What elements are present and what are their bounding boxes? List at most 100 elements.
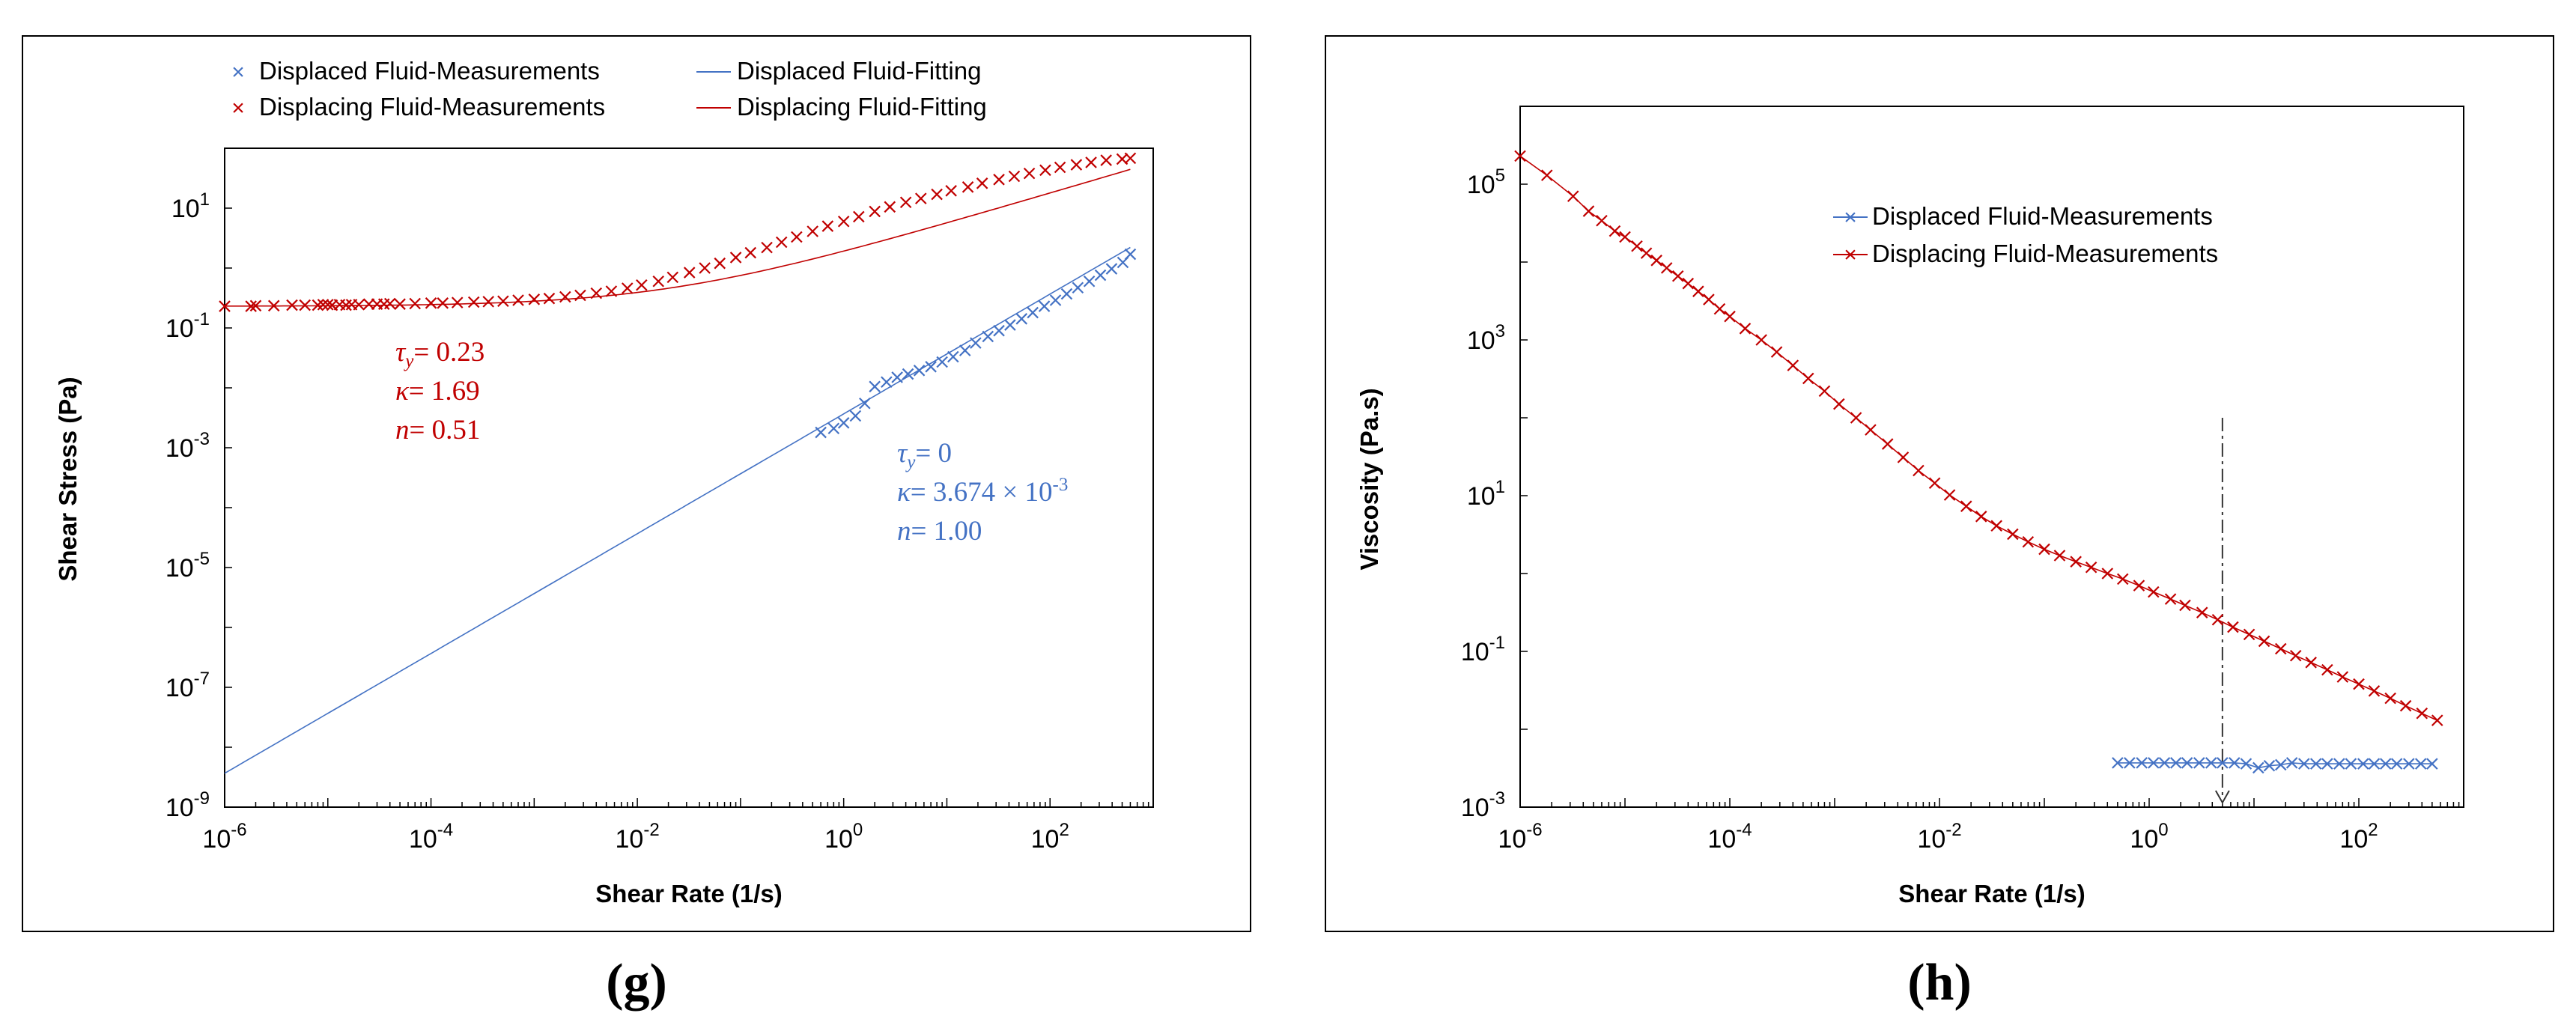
data-point [849,410,862,422]
markers-g [219,152,1137,439]
x-minor-ticks-g [224,147,1149,808]
data-point [362,298,375,310]
data-point [2321,663,2333,676]
data-point [2285,757,2298,769]
data-point [2164,593,2177,605]
data-point [2431,714,2443,726]
data-point [322,299,334,311]
data-point [1027,306,1039,319]
data-point [2116,573,2129,586]
data-point [2368,758,2381,770]
data-point [1070,159,1083,171]
data-point [1124,152,1137,165]
data-point [1124,248,1137,261]
data-point [528,294,541,305]
legend-label-displacing-meas-g: Displacing Fluid-Measurements [259,93,605,121]
data-point [2390,758,2403,770]
data-point [621,282,634,294]
data-point [1008,170,1021,183]
x-axis-title-h: Shear Rate (1/s) [1898,880,2085,907]
data-point [1085,156,1097,168]
data-point [1105,263,1118,275]
data-point [1943,489,1956,501]
data-point [1100,154,1112,166]
data-point [512,294,524,306]
data-point [2196,606,2208,618]
data-point [913,365,926,377]
data-point [714,257,726,270]
h-y-tick-label: 103 [1467,321,1505,355]
g-y-tick-label: 10-3 [165,429,210,463]
data-point [245,300,257,312]
data-point [605,285,618,297]
data-point [1038,300,1051,312]
g-y-tick-label: 101 [171,189,210,223]
data-point [1724,310,1736,323]
data-point [2169,757,2182,769]
legend-marker-displacing-h: × [1844,243,1857,267]
data-point [559,291,571,303]
legend-label-displaced-h: Displaced Fluid-Measurements [1872,202,2213,230]
data-point [1094,269,1107,282]
data-point [2205,757,2217,769]
data-point [467,296,480,308]
data-point [2426,758,2438,770]
data-point [2357,758,2369,770]
data-point [2416,707,2428,720]
data-point [1631,240,1643,252]
data-point [962,181,974,193]
data-point [1990,520,2002,532]
data-point [2133,580,2145,591]
data-point [1072,282,1084,294]
data-point [902,368,914,380]
plot-area-h [1519,106,2464,808]
data-point [959,344,971,356]
data-point [2148,586,2160,598]
data-point [2124,757,2136,769]
data-point [2321,758,2333,770]
data-point [2384,692,2396,705]
data-point [312,299,324,311]
data-point [1540,169,1553,181]
fit-line-displaced [224,246,1131,774]
data-point [317,299,329,311]
data-point [881,376,893,389]
legend-h: × Displaced Fluid-Measurements × Displac… [1833,202,2218,267]
y-tick-labels-g: 10-9 10-7 10-5 10-3 10-1 101 [165,189,210,822]
legend-marker-displaced-h: × [1844,205,1857,230]
data-point [827,422,840,434]
data-point [2336,671,2349,683]
data-point [666,271,679,284]
anno-n-red: n= 0.51 [395,415,480,445]
data-point [837,215,850,228]
data-point [286,299,298,311]
data-point [2240,758,2253,770]
data-point [1619,231,1631,243]
g-x-tick-label: 10-2 [616,820,660,854]
g-x-tick-label: 10-4 [409,820,453,854]
data-point [761,241,773,254]
data-point [1703,294,1715,305]
panel-h-chart: 10-6 10-4 10-2 100 102 10-3 10-1 101 103 105 She… [1355,106,2464,907]
plot-area-g [224,147,1154,808]
panel-g-chart: 10-6 10-4 10-2 100 102 10-910-710-510-310-11… [54,57,1154,907]
data-point [2217,757,2229,769]
data-point [2263,759,2276,772]
data-point [1567,190,1579,202]
data-point [993,174,1005,186]
data-point [2353,678,2365,690]
legend-marker-displaced-g: × [231,60,245,85]
data-point [945,185,957,197]
data-point [2274,758,2287,771]
data-point [353,299,365,311]
data-point [931,188,943,201]
reference-line-h [2214,418,2230,805]
data-point [2229,757,2241,769]
data-point [299,299,311,311]
data-point [1582,205,1595,217]
data-point [2403,758,2415,770]
legend-label-displacing-h: Displacing Fluid-Measurements [1872,240,2218,267]
data-point [249,299,262,312]
data-point [1004,319,1016,331]
data-point [2368,685,2381,697]
